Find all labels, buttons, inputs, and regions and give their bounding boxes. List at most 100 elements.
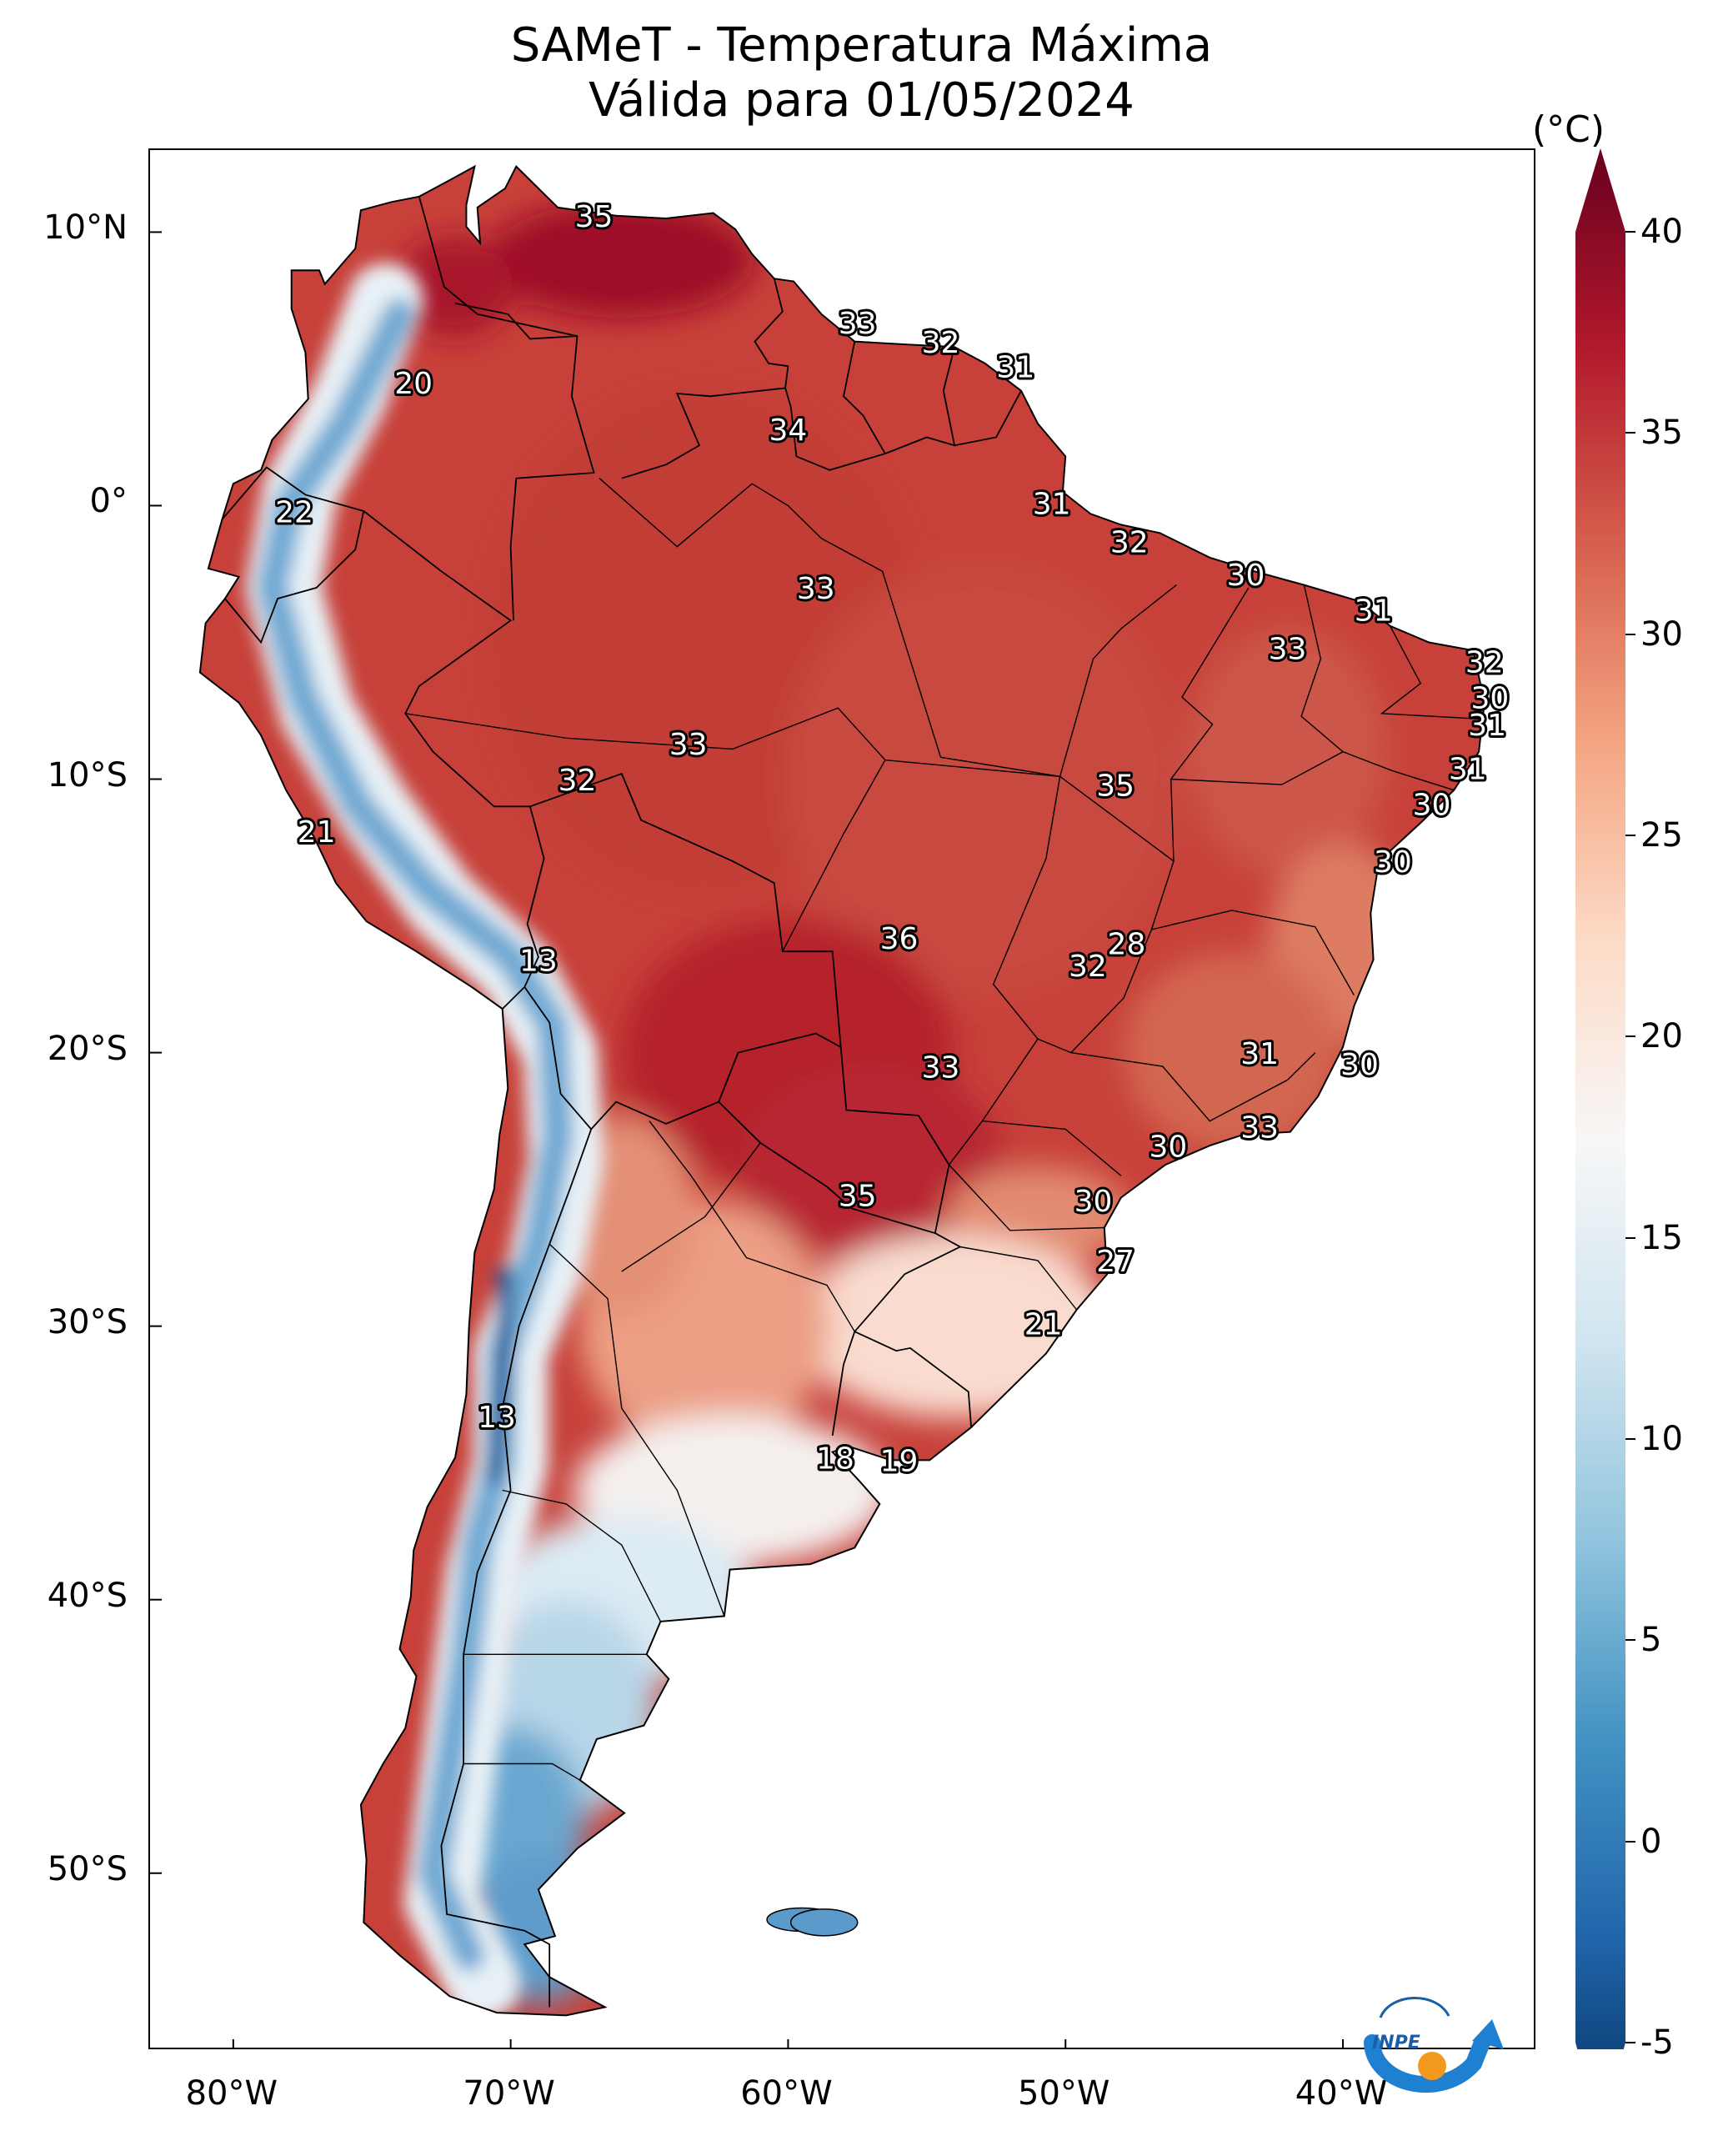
temperature-value-label: 30 — [1074, 1185, 1113, 1219]
inpe-logo: INPE — [1357, 1984, 1507, 2109]
continent-temperature-field — [199, 166, 1485, 2016]
country-border — [831, 1331, 856, 1436]
temperature-value-label: 33 — [1269, 632, 1307, 666]
state-border — [782, 760, 886, 952]
temperature-value-label: 31 — [1449, 753, 1487, 787]
lat-tick-label: 50°S — [47, 1849, 128, 1888]
country-border — [784, 341, 887, 471]
temperature-value-label: 36 — [880, 922, 919, 956]
temperature-region — [488, 201, 755, 318]
state-border — [502, 1489, 662, 1622]
country-border — [853, 1232, 972, 1428]
temperature-value-label: 13 — [519, 944, 558, 978]
temperature-value-label: 31 — [1033, 487, 1071, 521]
lat-tick-label: 20°S — [47, 1029, 128, 1068]
falkland-islands — [766, 1907, 859, 1937]
lat-tick-label: 10°N — [43, 208, 128, 248]
temperature-value-label: 21 — [298, 815, 336, 850]
temperature-value-label: 19 — [880, 1445, 919, 1479]
temperature-value-label: 30 — [1413, 788, 1451, 822]
country-border — [440, 986, 593, 2008]
temperature-value-label: 20 — [394, 367, 433, 401]
inpe-logo-text: INPE — [1372, 2033, 1420, 2053]
temperature-region — [397, 237, 514, 338]
state-border — [463, 1762, 581, 1781]
colorbar-tick-mark — [1625, 1639, 1635, 1642]
colorbar-tick-label: 30 — [1640, 614, 1683, 654]
temperature-value-label: 33 — [922, 1050, 960, 1085]
lat-tick-label: 0° — [89, 482, 128, 521]
temperature-value-label: 35 — [575, 200, 614, 234]
colorbar-tick-mark — [1625, 231, 1635, 233]
colorbar-fill — [1575, 148, 1625, 2049]
temperature-value-label: 13 — [478, 1401, 516, 1435]
country-border — [221, 466, 365, 644]
temperature-value-label: 33 — [669, 728, 708, 762]
temperature-value-label: 31 — [1355, 594, 1393, 628]
lon-tick-label: 70°W — [463, 2074, 555, 2113]
lon-tick-label: 40°W — [1295, 2074, 1388, 2113]
colorbar-tick-label: 40 — [1640, 213, 1683, 251]
inpe-logo-icon — [1364, 1997, 1504, 2093]
temperature-value-label: 33 — [839, 307, 877, 341]
temperature-value-label: 32 — [1110, 525, 1149, 559]
title-line-1: SAMeT - Temperatura Máxima — [510, 18, 1213, 73]
temperature-region — [782, 562, 1183, 996]
temperature-value-label: 31 — [996, 350, 1034, 384]
temperature-value-label: 30 — [1149, 1130, 1187, 1164]
map-ticks — [150, 231, 1345, 2048]
colorbar-unit: (°C) — [1532, 108, 1605, 151]
colorbar-tick-label: 15 — [1640, 1218, 1683, 1257]
temperature-value-label: 32 — [1069, 950, 1107, 984]
temperature-value-label: 27 — [1096, 1245, 1134, 1279]
temperature-region — [1187, 626, 1388, 877]
state-border — [1037, 775, 1175, 1054]
title-line-2: Válida para 01/05/2024 — [589, 73, 1134, 128]
colorbar-tick-label: 10 — [1640, 1420, 1683, 1458]
state-border — [982, 1120, 1122, 1176]
state-border — [649, 1121, 855, 1332]
state-border — [1070, 1051, 1316, 1122]
temperature-value-label: 28 — [1108, 928, 1146, 962]
temperature-value-label: 33 — [797, 572, 835, 606]
colorbar-tick-mark — [1625, 2042, 1635, 2043]
state-border — [1300, 584, 1455, 791]
map-panel: 35 33 32 31 20 34 22 31 32 30 33 31 33 32 30 31 33 31 32 35… — [148, 148, 1535, 2049]
temperature-value-label: 30 — [1227, 559, 1265, 593]
temperature-region — [1123, 952, 1340, 1153]
state-border — [1170, 751, 1344, 785]
andes-coldest-band — [486, 1264, 513, 1485]
colorbar-tick-mark — [1625, 835, 1635, 836]
temperature-value-label: 30 — [1374, 845, 1412, 880]
colorbar-tick-mark — [1625, 1035, 1635, 1038]
lat-tick-label: 10°S — [47, 755, 128, 795]
temperature-value-label: 33 — [1240, 1111, 1279, 1145]
state-border — [599, 478, 942, 758]
coastline — [198, 164, 1485, 2017]
state-border — [621, 1142, 761, 1272]
temperature-value-label: 31 — [1468, 709, 1506, 743]
temperature-value-label: 32 — [922, 326, 960, 360]
colorbar-tick-label: 35 — [1640, 414, 1683, 453]
temperature-value-label: 35 — [839, 1179, 877, 1213]
colorbar-tick-label: 20 — [1640, 1017, 1683, 1056]
state-border — [1380, 625, 1482, 720]
colorbar-tick-label: -5 — [1640, 2023, 1674, 2062]
colorbar-tick-label: 0 — [1640, 1822, 1662, 1861]
lon-tick-label: 60°W — [740, 2074, 833, 2113]
temperature-value-label: 30 — [1340, 1048, 1379, 1082]
state-border — [948, 1164, 1104, 1231]
temperature-region — [738, 1061, 1005, 1262]
state-border — [548, 1243, 725, 1617]
state-border — [959, 1246, 1078, 1311]
temperature-value-label: 32 — [558, 764, 597, 798]
colorbar-tick-mark — [1625, 1438, 1635, 1440]
lat-tick-label: 30°S — [47, 1302, 128, 1341]
country-border — [418, 196, 595, 621]
country-border — [454, 302, 578, 340]
colorbar-tick-label: 25 — [1640, 816, 1683, 855]
colorbar-tick-mark — [1625, 1236, 1635, 1239]
colorbar-tick-mark — [1625, 1840, 1635, 1843]
colorbar-tick-mark — [1625, 432, 1635, 434]
